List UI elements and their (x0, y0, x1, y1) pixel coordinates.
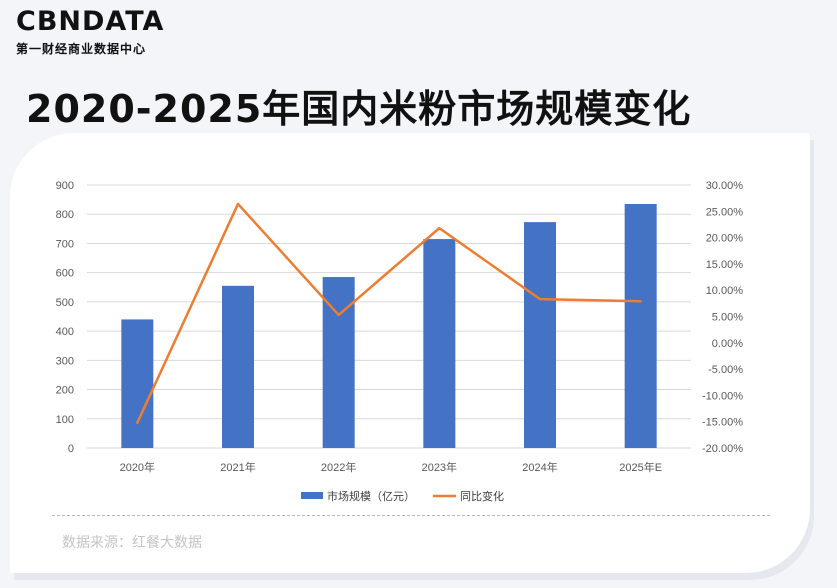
page-title: 2020-2025年国内米粉市场规模变化 (26, 87, 692, 131)
source-note: 数据来源：红餐大数据 (62, 535, 202, 551)
y-left-tick-label: 900 (56, 180, 74, 192)
bar (222, 285, 254, 448)
y-right-tick-label: -15.00% (702, 417, 743, 429)
y-left-tick-label: 600 (56, 268, 74, 280)
y-left-tick-label: 700 (56, 238, 74, 250)
y-right-tick-label: 15.00% (706, 259, 744, 271)
x-tick-label: 2023年 (422, 460, 457, 474)
x-tick-label: 2020年 (120, 460, 155, 474)
y-left-tick-label: 200 (56, 385, 74, 397)
x-tick-label: 2022年 (321, 460, 356, 474)
y-left-tick-label: 100 (56, 414, 74, 426)
y-right-tick-label: 10.00% (706, 285, 744, 297)
bar (624, 203, 657, 448)
x-tick-label: 2021年 (220, 460, 255, 474)
dashed-divider (52, 515, 770, 516)
y-left-tick-label: 800 (56, 209, 74, 221)
legend-label-line: 同比变化 (460, 489, 504, 503)
bar (423, 239, 456, 448)
y-right-tick-label: 0.00% (712, 338, 743, 350)
y-right-tick-label: 25.00% (706, 206, 744, 218)
y-right-tick-label: 20.00% (706, 233, 744, 245)
y-right-tick-label: -5.00% (708, 364, 743, 376)
logo-text: CBNDATA (16, 6, 165, 37)
y-right-tick-label: -20.00% (702, 443, 743, 455)
bar (524, 222, 556, 448)
y-right-tick-label: 5.00% (712, 312, 743, 324)
logo-tagline: 第一财经商业数据中心 (16, 42, 147, 56)
y-left-tick-label: 500 (56, 297, 74, 309)
logo: CBNDATA 第一财经商业数据中心 (16, 8, 164, 57)
y-right-tick-label: 30.00% (706, 180, 744, 192)
y-left-tick-label: 300 (56, 355, 74, 367)
line-series-yoy (136, 202, 642, 425)
y-left-tick-label: 400 (56, 326, 74, 338)
legend-label-bar: 市场规模（亿元） (327, 489, 415, 503)
x-tick-label: 2024年 (522, 460, 557, 474)
x-tick-label: 2025年E (619, 460, 662, 474)
bar (121, 319, 154, 448)
legend-swatch-bar (301, 492, 323, 499)
y-right-tick-label: -10.00% (702, 390, 743, 402)
y-left-tick-label: 0 (68, 443, 74, 455)
